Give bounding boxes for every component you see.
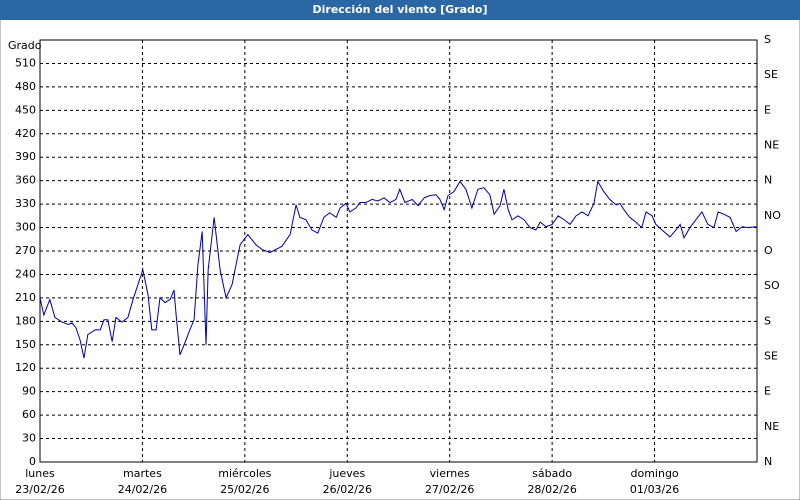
y-tick-label: 240 xyxy=(15,267,36,280)
x-tick-label: martes xyxy=(123,467,162,480)
y-tick-label: 120 xyxy=(15,361,36,374)
chart-title: Dirección del viento [Grado] xyxy=(313,3,488,16)
x-tick-label: lunes xyxy=(25,467,55,480)
x-tick-date: 27/02/26 xyxy=(425,483,474,496)
x-tick-date: 01/03/26 xyxy=(630,483,679,496)
y-tick-label: 300 xyxy=(15,221,36,234)
y-tick-label: 210 xyxy=(15,291,36,304)
y2-tick-label: NE xyxy=(764,420,779,433)
y-tick-label: 360 xyxy=(15,174,36,187)
y-tick-label: 60 xyxy=(22,408,36,421)
y2-tick-label: SO xyxy=(764,279,780,292)
y2-tick-label: N xyxy=(764,174,772,187)
y-tick-label: 180 xyxy=(15,314,36,327)
y-tick-label: 390 xyxy=(15,150,36,163)
y2-tick-label: E xyxy=(764,103,771,116)
y2-tick-label: SE xyxy=(764,68,778,81)
title-bar xyxy=(0,0,800,20)
y-tick-label: 270 xyxy=(15,244,36,257)
y2-tick-label: E xyxy=(764,385,771,398)
y-tick-label: 330 xyxy=(15,197,36,210)
plot-frame xyxy=(39,39,758,463)
y2-tick-label: S xyxy=(764,314,771,327)
x-tick-date: 24/02/26 xyxy=(118,483,167,496)
y-tick-label: 510 xyxy=(15,56,36,69)
x-tick-date: 25/02/26 xyxy=(220,483,269,496)
y-tick-label: 0 xyxy=(29,455,36,468)
y-tick-label: 480 xyxy=(15,80,36,93)
y2-tick-label: N xyxy=(764,455,772,468)
y2-tick-label: S xyxy=(764,33,771,46)
data-line xyxy=(39,180,757,359)
y-axis-label: Grado xyxy=(8,39,42,52)
x-tick-label: viernes xyxy=(430,467,470,480)
y-tick-label: 450 xyxy=(15,103,36,116)
y-tick-label: 420 xyxy=(15,127,36,140)
y2-tick-label: NE xyxy=(764,139,779,152)
x-tick-date: 28/02/26 xyxy=(527,483,576,496)
x-tick-date: 26/02/26 xyxy=(323,483,372,496)
x-tick-label: domingo xyxy=(630,467,678,480)
y2-tick-label: NO xyxy=(764,209,781,222)
y-tick-label: 90 xyxy=(22,385,36,398)
x-tick-label: jueves xyxy=(328,467,365,480)
y2-tick-label: O xyxy=(764,244,773,257)
x-tick-date: 23/02/26 xyxy=(15,483,64,496)
y2-tick-label: SE xyxy=(764,350,778,363)
y-tick-label: 30 xyxy=(22,432,36,445)
y-tick-label: 150 xyxy=(15,338,36,351)
x-tick-label: sábado xyxy=(532,467,572,480)
x-tick-label: miércoles xyxy=(218,467,271,480)
